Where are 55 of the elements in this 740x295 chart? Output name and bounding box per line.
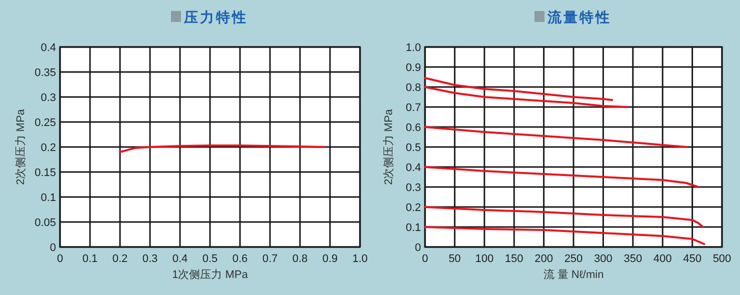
y-tick-label: 0.3	[40, 92, 56, 104]
x-tick-label: 0.6	[232, 253, 248, 265]
y-tick-label: 1.0	[406, 42, 421, 54]
x-tick-label: 400	[653, 253, 672, 265]
y-tick-label: 0	[50, 242, 56, 254]
x-tick-label: 450	[683, 253, 702, 265]
x-tick-label: 150	[504, 253, 524, 265]
y-tick-label: 0.6	[406, 122, 421, 134]
x-tick-label: 0.1	[82, 253, 98, 265]
x-tick-label: 0	[422, 253, 428, 265]
chart-title: 流量特性	[546, 9, 612, 25]
y-tick-label: 0.15	[34, 167, 56, 179]
x-tick-label: 250	[564, 253, 583, 265]
x-tick-label: 0.2	[112, 253, 128, 265]
line-series	[119, 144, 325, 153]
y-tick-label: 0.35	[34, 67, 56, 79]
x-tick-label: 500	[712, 253, 732, 265]
x-tick-label: 0.7	[262, 253, 278, 265]
line-series	[424, 77, 614, 101]
x-tick-label: 300	[594, 253, 612, 265]
y-tick-label: 0.1	[406, 222, 421, 234]
y-tick-label: 0.25	[34, 117, 56, 129]
y-tick-label: 0.4	[406, 162, 421, 174]
y-tick-label: 0.8	[406, 82, 421, 94]
y-tick-label: 0.9	[406, 62, 421, 74]
y-tick-label: 0.3	[406, 182, 421, 194]
y-tick-label: 0.2	[40, 142, 56, 154]
x-tick-label: 200	[534, 253, 553, 265]
x-tick-label: 50	[448, 253, 461, 265]
x-tick-label: 1.0	[352, 253, 368, 265]
x-tick-label: 0.3	[142, 253, 158, 265]
x-tick-label: 0.4	[172, 253, 188, 265]
x-tick-label: 0.9	[322, 253, 338, 265]
y-axis-title: 2次侧压力 MPa	[382, 108, 395, 185]
x-tick-label: 350	[624, 253, 642, 265]
chart-title: 压力特性	[183, 9, 248, 25]
line-series	[424, 86, 628, 108]
x-tick-label: 100	[475, 253, 494, 265]
line-series	[424, 206, 704, 228]
y-tick-label: 0.1	[40, 192, 56, 204]
y-tick-label: 0.05	[34, 217, 56, 229]
y-axis-title: 2次侧压力 MPa	[14, 108, 27, 185]
y-tick-label: 0	[414, 242, 421, 254]
x-axis-title: 1次侧压力 MPa	[172, 268, 249, 281]
y-tick-label: 0.4	[40, 42, 56, 54]
x-tick-label: 0	[56, 253, 64, 265]
line-series	[424, 226, 706, 245]
line-series	[424, 126, 688, 148]
y-tick-label: 0.7	[406, 102, 421, 114]
y-tick-label: 0.2	[406, 202, 421, 214]
x-tick-label: 0.8	[292, 253, 308, 265]
x-tick-label: 0.5	[202, 253, 218, 265]
x-axis-title: 流 量 Nℓ/min	[543, 268, 604, 281]
y-tick-label: 0.5	[406, 142, 421, 154]
line-series	[424, 166, 700, 188]
